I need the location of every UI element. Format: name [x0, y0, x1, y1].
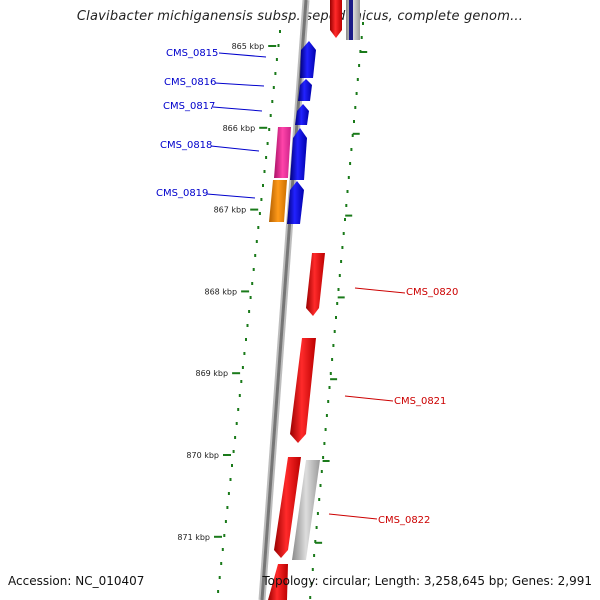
- gene-CMS_0820[interactable]: CMS_0820: [306, 253, 458, 316]
- inner-scale-tick: [337, 296, 345, 299]
- gene-CMS_0816[interactable]: CMS_0816: [164, 77, 312, 101]
- scale-tick-label: 871 kbp: [177, 533, 210, 542]
- scale-tick: [259, 126, 268, 129]
- label-CMS_0822[interactable]: CMS_0822: [378, 515, 430, 526]
- scale-tick: [232, 372, 241, 375]
- scale-tick: [241, 290, 250, 293]
- inner-scale-tick: [360, 51, 368, 53]
- inner-scale-tick: [330, 378, 338, 381]
- gene-CMS_0819[interactable]: CMS_0819: [156, 180, 304, 224]
- label-CMS_0820[interactable]: CMS_0820: [406, 287, 458, 298]
- scale-tick: [250, 208, 259, 211]
- accession-text: Accession: NC_010407: [8, 574, 145, 588]
- topology-text: Topology: circular; Length: 3,258,645 bp…: [262, 574, 592, 588]
- scale-tick-label: 870 kbp: [186, 451, 219, 460]
- gene-CMS_0822[interactable]: CMS_0822: [274, 457, 430, 560]
- scale-tick-label: 867 kbp: [214, 206, 247, 215]
- scale-tick: [223, 454, 231, 456]
- outer-scale-dots: [217, 30, 281, 593]
- label-CMS_0817[interactable]: CMS_0817: [163, 101, 215, 112]
- top-partial-features: [268, 0, 360, 600]
- scale-tick: [268, 45, 277, 47]
- gene-CMS_0815[interactable]: CMS_0815: [166, 41, 316, 78]
- inner-scale-tick: [322, 460, 330, 462]
- label-CMS_0819[interactable]: CMS_0819: [156, 188, 208, 199]
- scale-ticks: 865 kbp 866 kbp 867 kbp 868 kbp 869 kbp 870 k…: [177, 42, 368, 544]
- scale-tick-label: 865 kbp: [232, 42, 265, 51]
- inner-scale-tick: [352, 132, 360, 135]
- label-CMS_0818[interactable]: CMS_0818: [160, 140, 212, 151]
- map-title: Clavibacter michiganensis subsp. sepedon…: [76, 9, 524, 24]
- label-CMS_0815[interactable]: CMS_0815: [166, 48, 218, 59]
- inner-scale-dots: [309, 22, 364, 599]
- label-CMS_0821[interactable]: CMS_0821: [394, 396, 446, 407]
- gene-CMS_0818[interactable]: CMS_0818: [160, 127, 307, 180]
- scale-tick: [214, 535, 222, 538]
- scale-tick-label: 869 kbp: [195, 369, 228, 378]
- label-CMS_0816[interactable]: CMS_0816: [164, 77, 216, 88]
- scale-tick-label: 868 kbp: [204, 287, 237, 296]
- gene-CMS_0821[interactable]: CMS_0821: [290, 338, 446, 443]
- gene-CMS_0817[interactable]: CMS_0817: [163, 101, 309, 125]
- inner-scale-tick: [315, 541, 323, 544]
- inner-scale-tick: [345, 214, 353, 217]
- scale-tick-label: 866 kbp: [223, 124, 256, 133]
